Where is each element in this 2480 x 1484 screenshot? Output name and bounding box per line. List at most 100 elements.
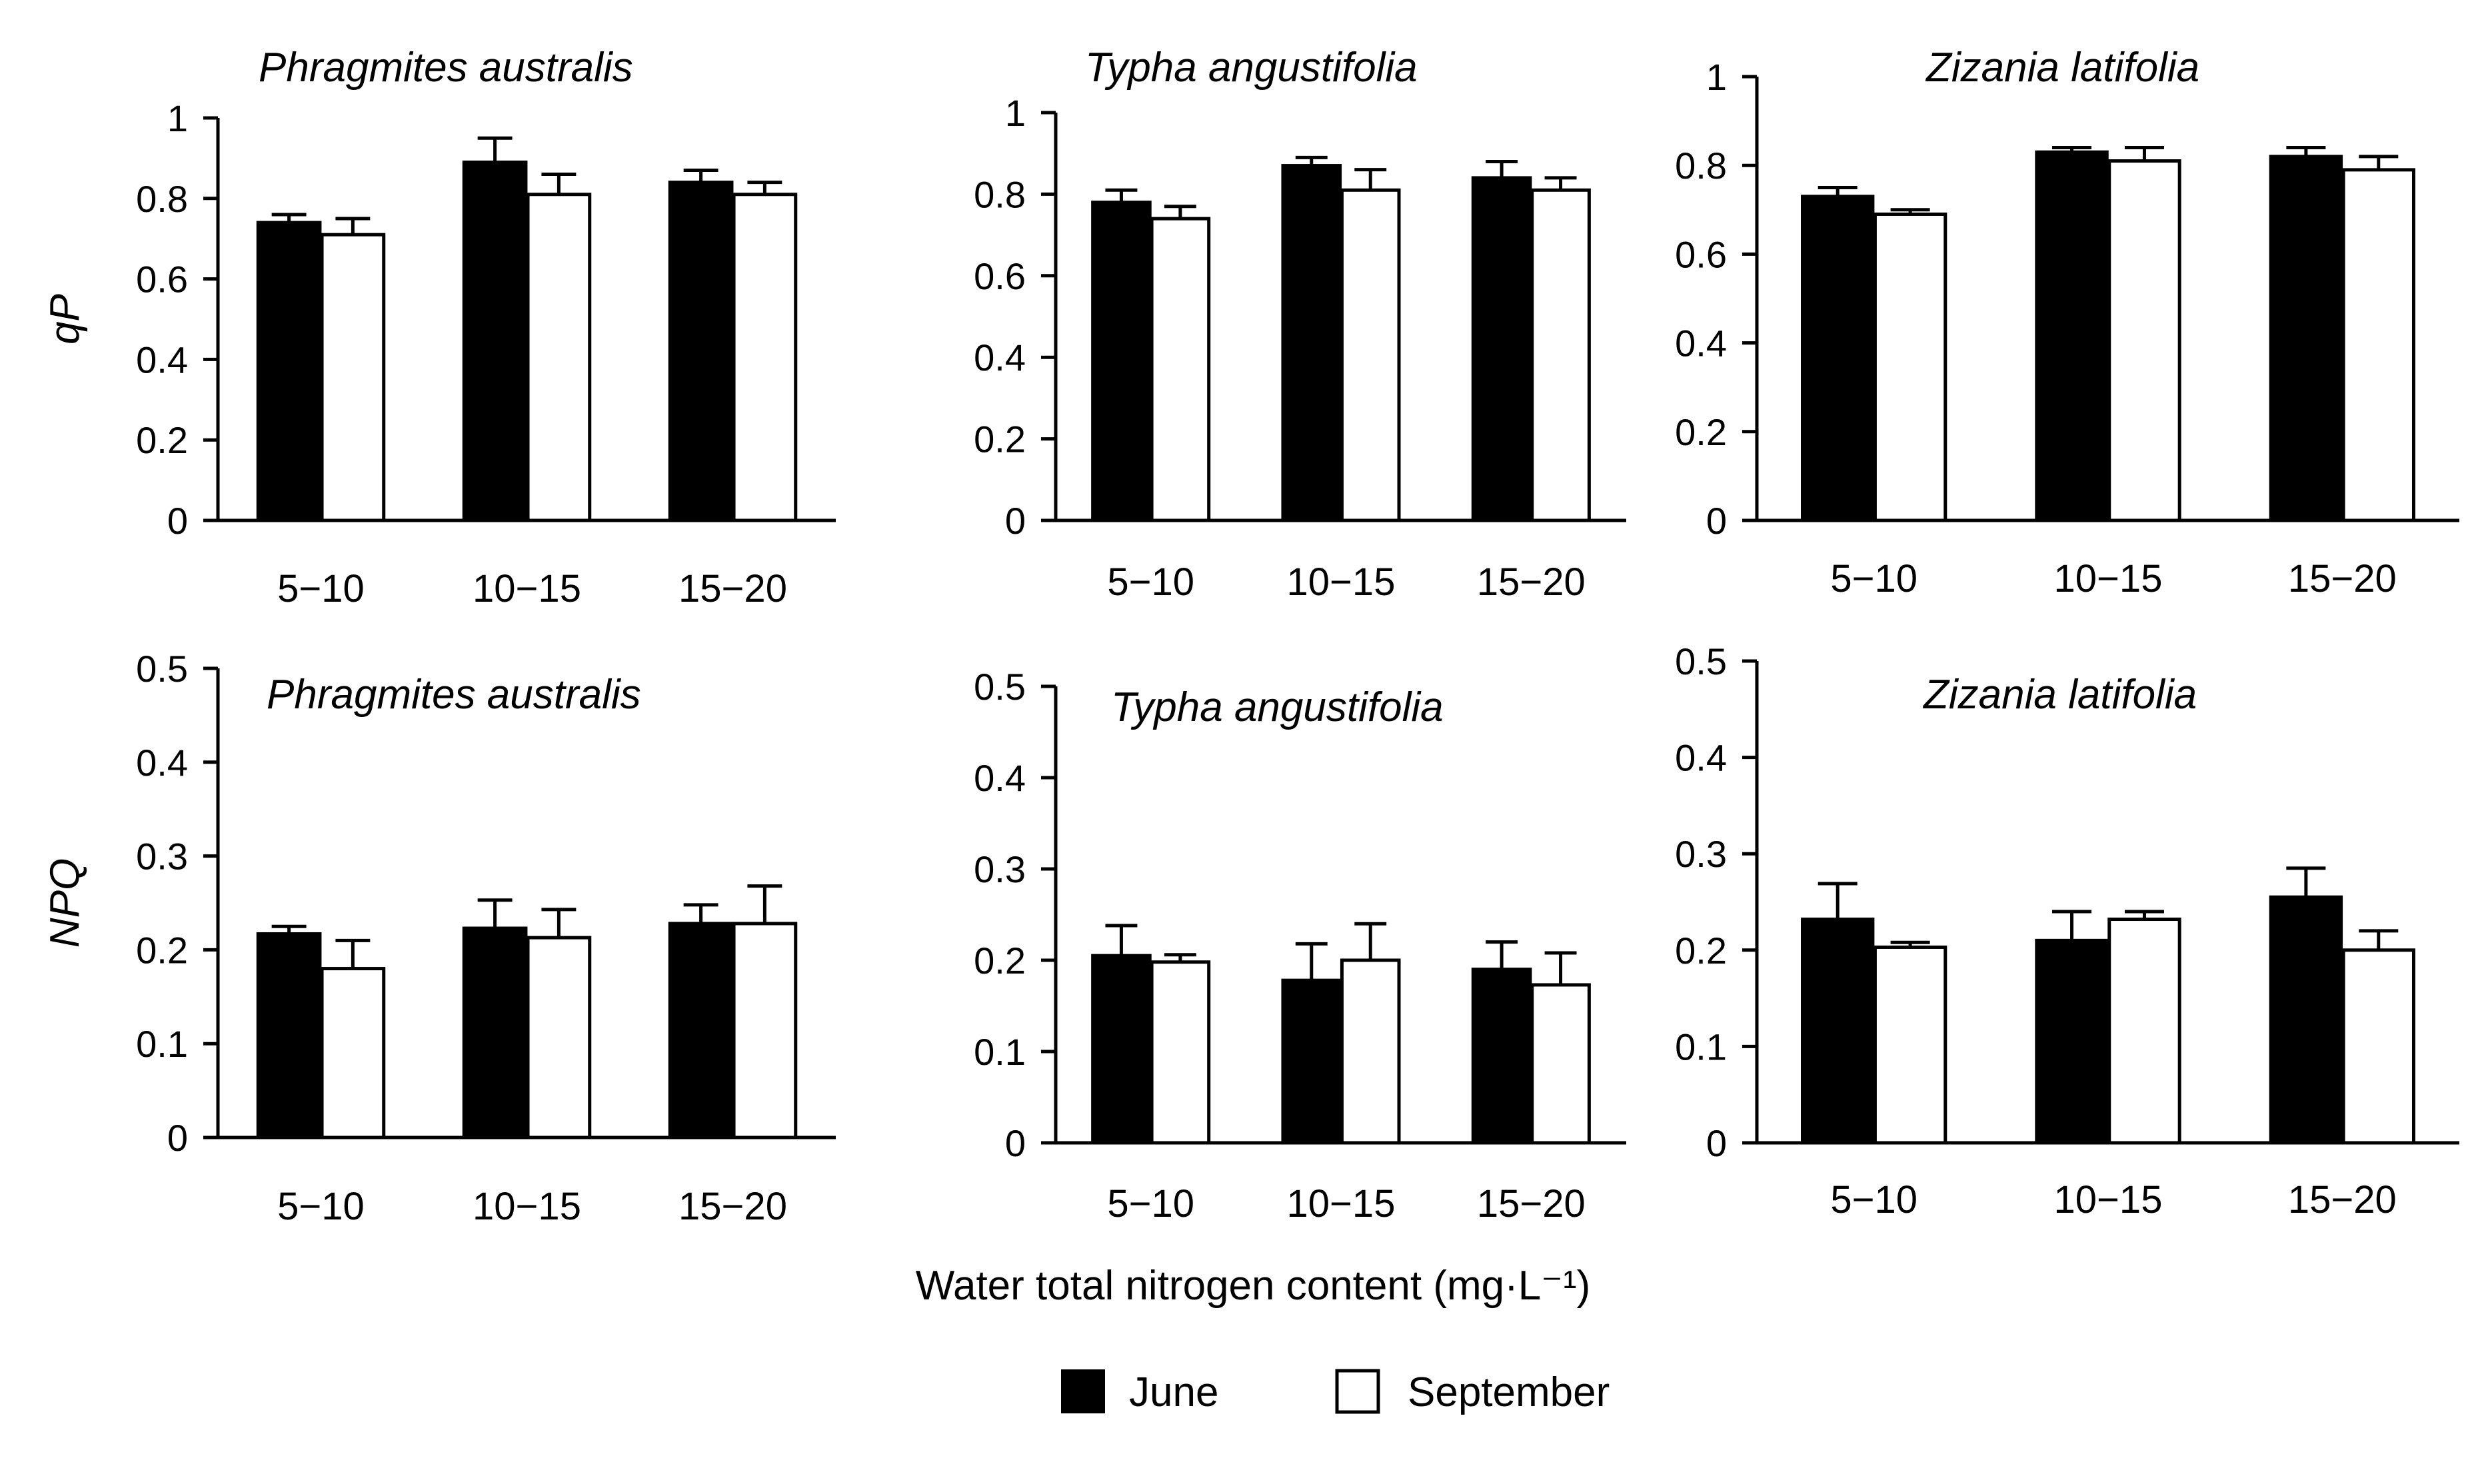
bar-september: [526, 936, 592, 1139]
x-category-label: 5−10: [1830, 557, 1917, 600]
bar-june: [462, 926, 528, 1139]
y-tick-label: 1: [1005, 92, 1026, 134]
y-tick-label: 0: [167, 500, 188, 542]
bar-june: [2035, 938, 2109, 1145]
y-tick-label: 0.2: [974, 418, 1026, 460]
bar-september: [1150, 960, 1211, 1145]
bar-june: [462, 160, 528, 522]
bar-june: [668, 181, 734, 522]
y-tick-label: 0: [1706, 1122, 1727, 1164]
legend: June September: [1061, 1369, 1610, 1415]
x-category-label: 5−10: [1830, 1178, 1917, 1221]
x-category-label: 10−15: [2054, 557, 2163, 600]
bar-june: [1471, 176, 1532, 522]
x-category-label: 5−10: [277, 1185, 365, 1228]
x-category-label: 5−10: [277, 567, 365, 610]
bar-september: [526, 193, 592, 522]
bar-september: [1873, 212, 1947, 522]
bar-september: [2341, 168, 2415, 522]
y-tick-label: 0.8: [974, 173, 1026, 215]
y-tick-label: 0: [1005, 1122, 1026, 1164]
bar-june: [2035, 150, 2109, 522]
x-category-label: 10−15: [1287, 560, 1396, 604]
chart-panel: 0 0.2 0.4 0.6 0.8 1 Zizania latifolia 5−10 10−15…: [1675, 45, 2459, 600]
bar-september: [2107, 159, 2181, 522]
bar-june: [1801, 195, 1875, 522]
y-tick-label: 0.2: [1675, 930, 1727, 972]
bar-september: [1340, 958, 1401, 1145]
chart-panel: 0 0.1 0.2 0.3 0.4 0.5 Typha angustifolia 5−10 10…: [974, 666, 1626, 1225]
panel-title: Typha angustifolia: [1085, 45, 1418, 91]
y-tick-label: 0.5: [974, 666, 1026, 708]
y-tick-label: 0: [167, 1117, 188, 1159]
bar-september: [320, 233, 386, 522]
bar-june: [1801, 918, 1875, 1145]
y-tick-label: 0.1: [1675, 1026, 1727, 1068]
bar-september: [2341, 948, 2415, 1145]
bar-september: [1340, 188, 1401, 522]
x-category-label: 15−20: [678, 567, 787, 610]
bar-september: [1530, 983, 1591, 1145]
x-category-label: 15−20: [2288, 557, 2397, 600]
chart-panel: 0 0.1 0.2 0.3 0.4 0.5 Zizania latifolia 5−10 10−…: [1675, 640, 2459, 1221]
y-tick-label: 0.6: [974, 255, 1026, 297]
x-category-label: 15−20: [2288, 1178, 2397, 1221]
x-category-label: 10−15: [473, 1185, 581, 1228]
y-tick-label: 0.4: [1675, 737, 1727, 779]
panel-title: Zizania latifolia: [1922, 672, 2197, 718]
panel-title: Typha angustifolia: [1111, 684, 1444, 730]
y-tick-label: 0.2: [1675, 411, 1727, 453]
bar-june: [1281, 164, 1342, 522]
bar-june: [256, 221, 322, 522]
y-tick-label: 1: [167, 97, 188, 139]
bar-september: [320, 967, 386, 1139]
y-tick-label: 0.5: [136, 648, 188, 690]
panel-title: Phragmites australis: [267, 672, 641, 718]
y-tick-label: 0.6: [136, 259, 188, 301]
y-tick-label: 0.2: [974, 940, 1026, 982]
bar-june: [2269, 155, 2343, 522]
y-tick-label: 0.3: [974, 848, 1026, 890]
x-category-label: 15−20: [1477, 1182, 1586, 1225]
legend-september-label: September: [1408, 1369, 1610, 1415]
y-axis-label: qP: [42, 294, 88, 345]
bar-june: [668, 922, 734, 1139]
y-tick-label: 0.4: [974, 337, 1026, 378]
bar-june: [2269, 895, 2343, 1145]
y-tick-label: 0.8: [136, 178, 188, 220]
panels: 0 0.2 0.4 0.6 0.8 1 Phragmites australis qP 5−10…: [42, 45, 2459, 1228]
legend-june-swatch: [1061, 1369, 1105, 1413]
bar-september: [1530, 188, 1591, 522]
x-category-label: 10−15: [1287, 1182, 1396, 1225]
bar-june: [1091, 954, 1152, 1145]
x-category-label: 5−10: [1107, 1182, 1194, 1225]
y-tick-label: 0: [1005, 500, 1026, 542]
bar-september: [1150, 217, 1211, 522]
x-category-label: 15−20: [1477, 560, 1586, 604]
y-tick-label: 0.4: [136, 742, 188, 784]
bar-june: [256, 932, 322, 1139]
y-axis-label: NPQ: [42, 858, 88, 948]
y-tick-label: 1: [1706, 56, 1727, 98]
legend-june-label: June: [1129, 1369, 1218, 1415]
y-tick-label: 0.1: [974, 1031, 1026, 1073]
y-tick-label: 0.5: [1675, 640, 1727, 682]
y-tick-label: 0.3: [1675, 833, 1727, 875]
y-tick-label: 0.4: [974, 757, 1026, 799]
y-tick-label: 0.2: [136, 419, 188, 461]
x-category-label: 5−10: [1107, 560, 1194, 604]
y-tick-label: 0.8: [1675, 145, 1727, 187]
legend-september-swatch: [1335, 1369, 1380, 1414]
chart-panel: 0 0.2 0.4 0.6 0.8 1 Phragmites australis qP 5−10…: [42, 45, 836, 610]
chart-panel: 0 0.2 0.4 0.6 0.8 1 Typha angustifolia 5−10 10−1…: [974, 45, 1626, 604]
chart-panel: 0 0.1 0.2 0.3 0.4 0.5 Phragmites australis NPQ 5…: [42, 648, 836, 1228]
y-tick-label: 0.2: [136, 929, 188, 971]
y-tick-label: 0.1: [136, 1023, 188, 1065]
y-tick-label: 0.4: [1675, 323, 1727, 365]
x-category-label: 10−15: [2054, 1178, 2163, 1221]
y-tick-label: 0.3: [136, 836, 188, 878]
bar-september: [732, 922, 798, 1139]
y-tick-label: 0.6: [1675, 233, 1727, 275]
x-axis-title: Water total nitrogen content (mg·L⁻¹): [916, 1263, 1591, 1309]
